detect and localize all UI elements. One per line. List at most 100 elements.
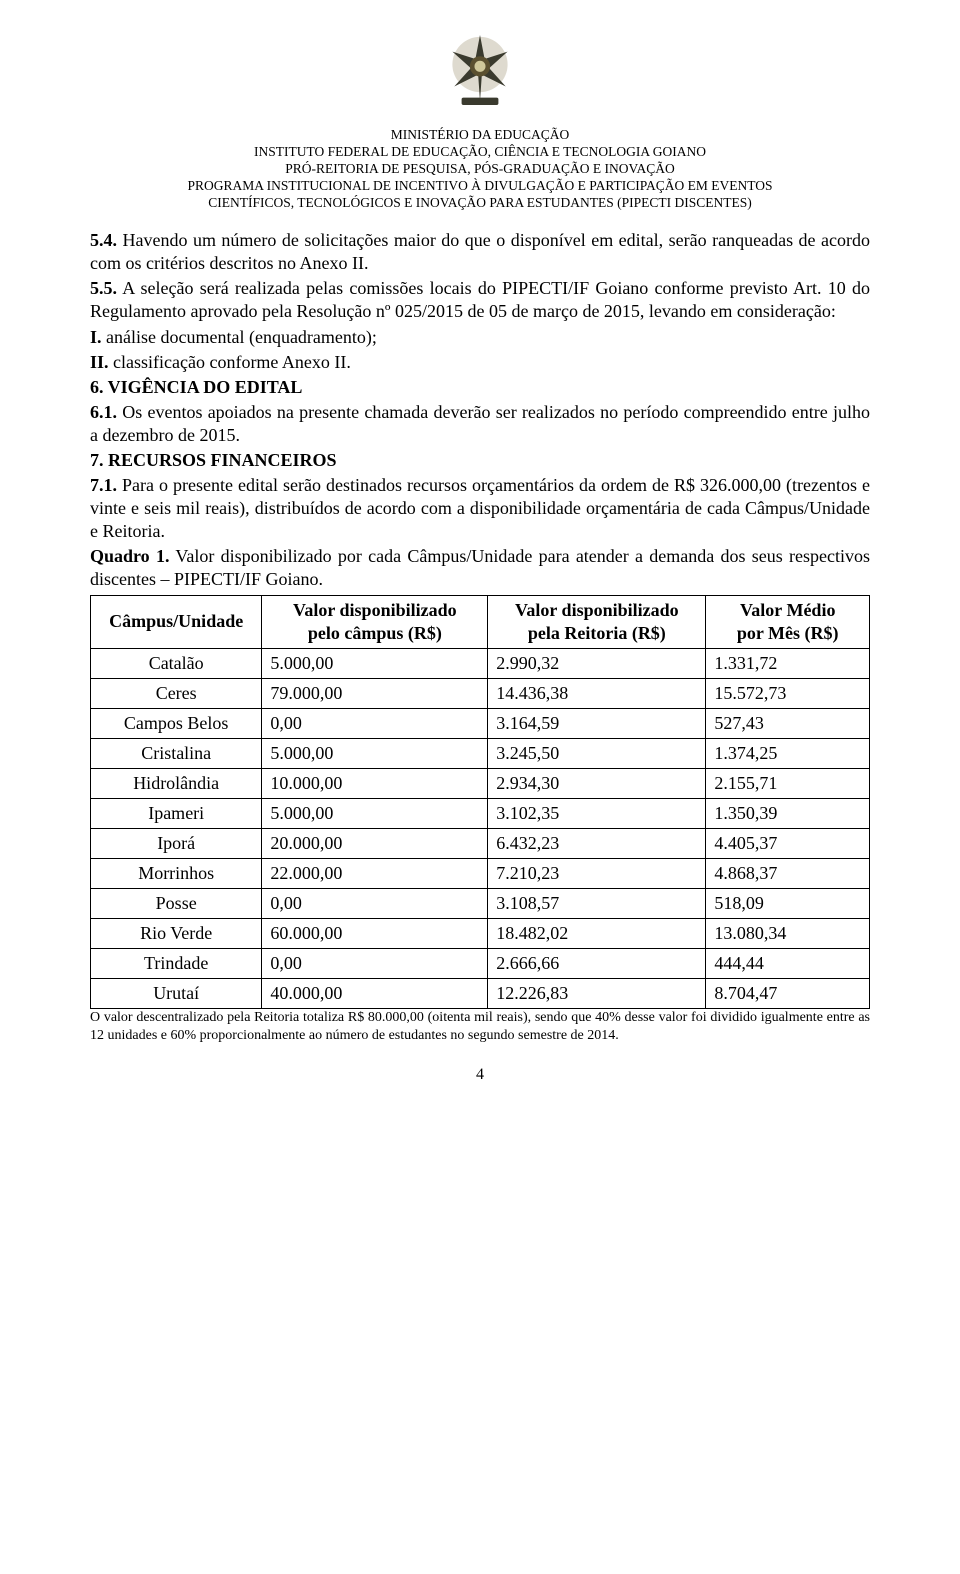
cell-valor-medio: 4.868,37 (706, 859, 870, 889)
cell-campus: Morrinhos (91, 859, 262, 889)
table-row: Urutaí40.000,0012.226,838.704,47 (91, 979, 870, 1009)
table-row: Rio Verde60.000,0018.482,0213.080,34 (91, 919, 870, 949)
para-5-5-ii: II. classificação conforme Anexo II. (90, 351, 870, 374)
col-valor-campus-l2: pelo câmpus (R$) (270, 622, 479, 645)
cell-valor-reitoria: 2.666,66 (488, 949, 706, 979)
cell-valor-campus: 22.000,00 (262, 859, 488, 889)
letterhead: MINISTÉRIO DA EDUCAÇÃO INSTITUTO FEDERAL… (90, 127, 870, 211)
funding-table: Câmpus/Unidade Valor disponibilizado pel… (90, 595, 870, 1009)
cell-valor-reitoria: 2.934,30 (488, 769, 706, 799)
para-5-5-lead: 5.5. (90, 278, 117, 298)
cell-valor-reitoria: 3.102,35 (488, 799, 706, 829)
header-line-4: PROGRAMA INSTITUCIONAL DE INCENTIVO À DI… (90, 178, 870, 195)
cell-valor-campus: 5.000,00 (262, 739, 488, 769)
para-5-5-text: A seleção será realizada pelas comissões… (90, 278, 870, 321)
cell-campus: Cristalina (91, 739, 262, 769)
cell-valor-medio: 518,09 (706, 889, 870, 919)
cell-valor-campus: 0,00 (262, 889, 488, 919)
cell-campus: Posse (91, 889, 262, 919)
cell-valor-campus: 5.000,00 (262, 648, 488, 678)
cell-valor-campus: 5.000,00 (262, 799, 488, 829)
table-row: Catalão5.000,002.990,321.331,72 (91, 648, 870, 678)
para-5-4-lead: 5.4. (90, 230, 117, 250)
para-5-4: 5.4. Havendo um número de solicitações m… (90, 229, 870, 275)
cell-campus: Urutaí (91, 979, 262, 1009)
table-row: Campos Belos0,003.164,59527,43 (91, 708, 870, 738)
national-emblem (90, 24, 870, 121)
cell-campus: Ceres (91, 678, 262, 708)
header-line-5: CIENTÍFICOS, TECNOLÓGICOS E INOVAÇÃO PAR… (90, 195, 870, 212)
col-valor-reitoria-l2: pela Reitoria (R$) (496, 622, 697, 645)
quadro-1-text: Valor disponibilizado por cada Câmpus/Un… (90, 546, 870, 589)
header-line-3: PRÓ-REITORIA DE PESQUISA, PÓS-GRADUAÇÃO … (90, 161, 870, 178)
para-5-5-i-lead: I. (90, 327, 102, 347)
cell-valor-reitoria: 7.210,23 (488, 859, 706, 889)
cell-valor-medio: 2.155,71 (706, 769, 870, 799)
cell-campus: Rio Verde (91, 919, 262, 949)
para-7-1: 7.1. Para o presente edital serão destin… (90, 474, 870, 543)
header-line-2: INSTITUTO FEDERAL DE EDUCAÇÃO, CIÊNCIA E… (90, 144, 870, 161)
cell-valor-medio: 1.350,39 (706, 799, 870, 829)
table-row: Trindade0,002.666,66444,44 (91, 949, 870, 979)
cell-valor-reitoria: 6.432,23 (488, 829, 706, 859)
cell-campus: Trindade (91, 949, 262, 979)
col-valor-campus: Valor disponibilizado pelo câmpus (R$) (262, 595, 488, 648)
cell-valor-campus: 60.000,00 (262, 919, 488, 949)
table-row: Posse0,003.108,57518,09 (91, 889, 870, 919)
cell-campus: Iporá (91, 829, 262, 859)
table-row: Cristalina5.000,003.245,501.374,25 (91, 739, 870, 769)
para-6-1-text: Os eventos apoiados na presente chamada … (90, 402, 870, 445)
col-valor-medio: Valor Médio por Mês (R$) (706, 595, 870, 648)
para-7-1-lead: 7.1. (90, 475, 117, 495)
cell-valor-medio: 527,43 (706, 708, 870, 738)
cell-valor-campus: 0,00 (262, 708, 488, 738)
col-valor-reitoria: Valor disponibilizado pela Reitoria (R$) (488, 595, 706, 648)
cell-valor-campus: 40.000,00 (262, 979, 488, 1009)
cell-valor-reitoria: 12.226,83 (488, 979, 706, 1009)
cell-valor-medio: 444,44 (706, 949, 870, 979)
table-row: Ipameri5.000,003.102,351.350,39 (91, 799, 870, 829)
para-5-5-ii-text: classificação conforme Anexo II. (109, 352, 351, 372)
para-5-4-text: Havendo um número de solicitações maior … (90, 230, 870, 273)
section-7-title: 7. RECURSOS FINANCEIROS (90, 449, 870, 472)
table-row: Morrinhos22.000,007.210,234.868,37 (91, 859, 870, 889)
para-5-5-ii-lead: II. (90, 352, 109, 372)
header-line-1: MINISTÉRIO DA EDUCAÇÃO (90, 127, 870, 144)
cell-campus: Hidrolândia (91, 769, 262, 799)
cell-campus: Campos Belos (91, 708, 262, 738)
cell-campus: Catalão (91, 648, 262, 678)
para-5-5-i: I. análise documental (enquadramento); (90, 326, 870, 349)
cell-valor-campus: 79.000,00 (262, 678, 488, 708)
table-row: Ceres79.000,0014.436,3815.572,73 (91, 678, 870, 708)
cell-valor-medio: 1.331,72 (706, 648, 870, 678)
cell-valor-campus: 0,00 (262, 949, 488, 979)
para-5-5: 5.5. A seleção será realizada pelas comi… (90, 277, 870, 323)
col-valor-medio-l1: Valor Médio (714, 599, 861, 622)
section-6-title: 6. VIGÊNCIA DO EDITAL (90, 376, 870, 399)
cell-valor-medio: 1.374,25 (706, 739, 870, 769)
col-valor-reitoria-l1: Valor disponibilizado (496, 599, 697, 622)
col-valor-medio-l2: por Mês (R$) (714, 622, 861, 645)
col-campus: Câmpus/Unidade (91, 595, 262, 648)
para-6-1: 6.1. Os eventos apoiados na presente cha… (90, 401, 870, 447)
cell-valor-medio: 13.080,34 (706, 919, 870, 949)
cell-valor-reitoria: 18.482,02 (488, 919, 706, 949)
cell-valor-reitoria: 14.436,38 (488, 678, 706, 708)
para-7-1-text: Para o presente edital serão destinados … (90, 475, 870, 541)
cell-valor-reitoria: 3.245,50 (488, 739, 706, 769)
table-row: Hidrolândia10.000,002.934,302.155,71 (91, 769, 870, 799)
cell-valor-reitoria: 3.164,59 (488, 708, 706, 738)
cell-valor-campus: 10.000,00 (262, 769, 488, 799)
cell-valor-medio: 15.572,73 (706, 678, 870, 708)
cell-campus: Ipameri (91, 799, 262, 829)
quadro-1-lead: Quadro 1. (90, 546, 169, 566)
table-row: Iporá20.000,006.432,234.405,37 (91, 829, 870, 859)
cell-valor-medio: 8.704,47 (706, 979, 870, 1009)
cell-valor-reitoria: 2.990,32 (488, 648, 706, 678)
cell-valor-reitoria: 3.108,57 (488, 889, 706, 919)
cell-valor-medio: 4.405,37 (706, 829, 870, 859)
col-valor-campus-l1: Valor disponibilizado (270, 599, 479, 622)
table-header-row: Câmpus/Unidade Valor disponibilizado pel… (91, 595, 870, 648)
table-footnote: O valor descentralizado pela Reitoria to… (90, 1009, 870, 1044)
cell-valor-campus: 20.000,00 (262, 829, 488, 859)
